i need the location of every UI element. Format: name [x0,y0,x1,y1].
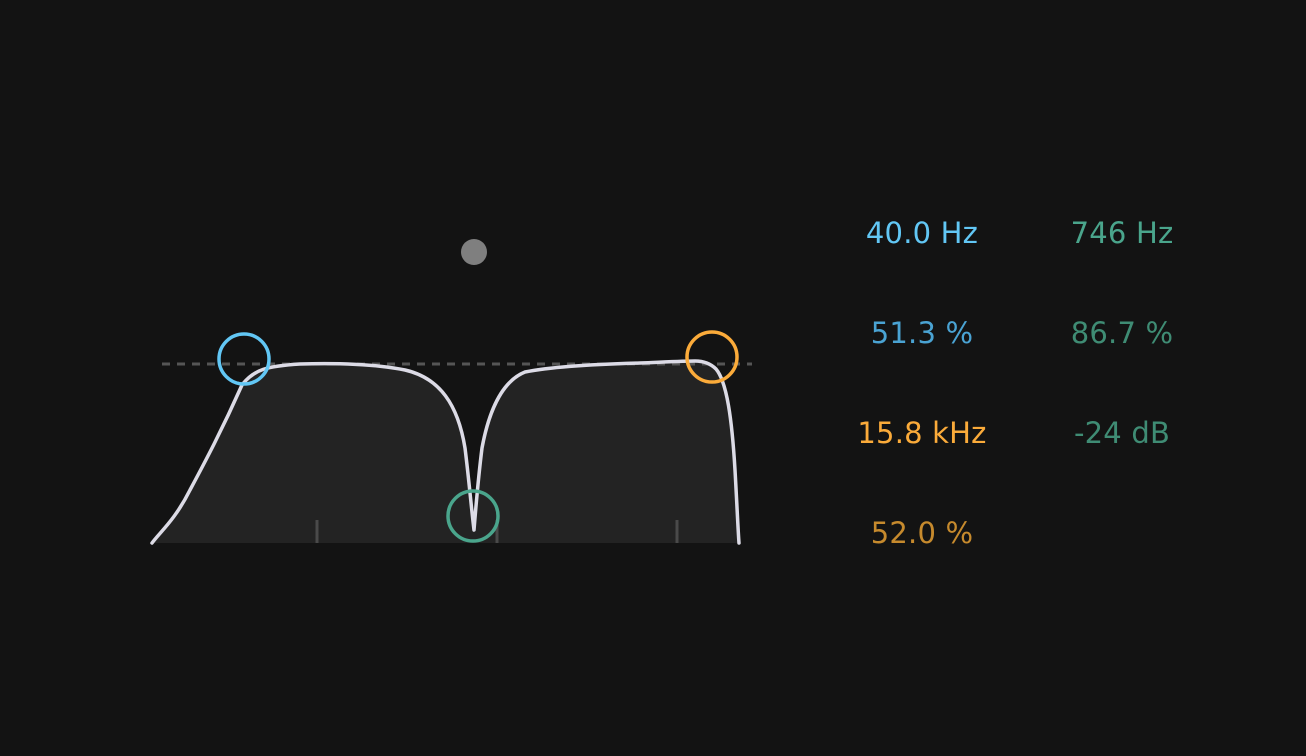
gain-dot-icon[interactable] [461,239,487,265]
high-cut-frequency-value[interactable]: 15.8 kHz [857,416,987,450]
notch-handle-circle-icon[interactable] [446,489,500,543]
response-fill [152,361,739,543]
high-cut-q-value[interactable]: 52.0 % [870,516,974,550]
low-cut-handle-circle-icon[interactable] [217,332,271,386]
response-curve [150,359,741,545]
notch-frequency-value[interactable]: 746 Hz [1070,216,1174,250]
notch-gain-value[interactable]: -24 dB [1073,416,1171,450]
eq-graph[interactable] [0,0,800,600]
low-cut-frequency-value[interactable]: 40.0 Hz [865,216,979,250]
high-cut-handle-circle-icon[interactable] [685,330,739,384]
low-cut-q-value[interactable]: 51.3 % [870,316,974,350]
notch-q-value[interactable]: 86.7 % [1070,316,1174,350]
